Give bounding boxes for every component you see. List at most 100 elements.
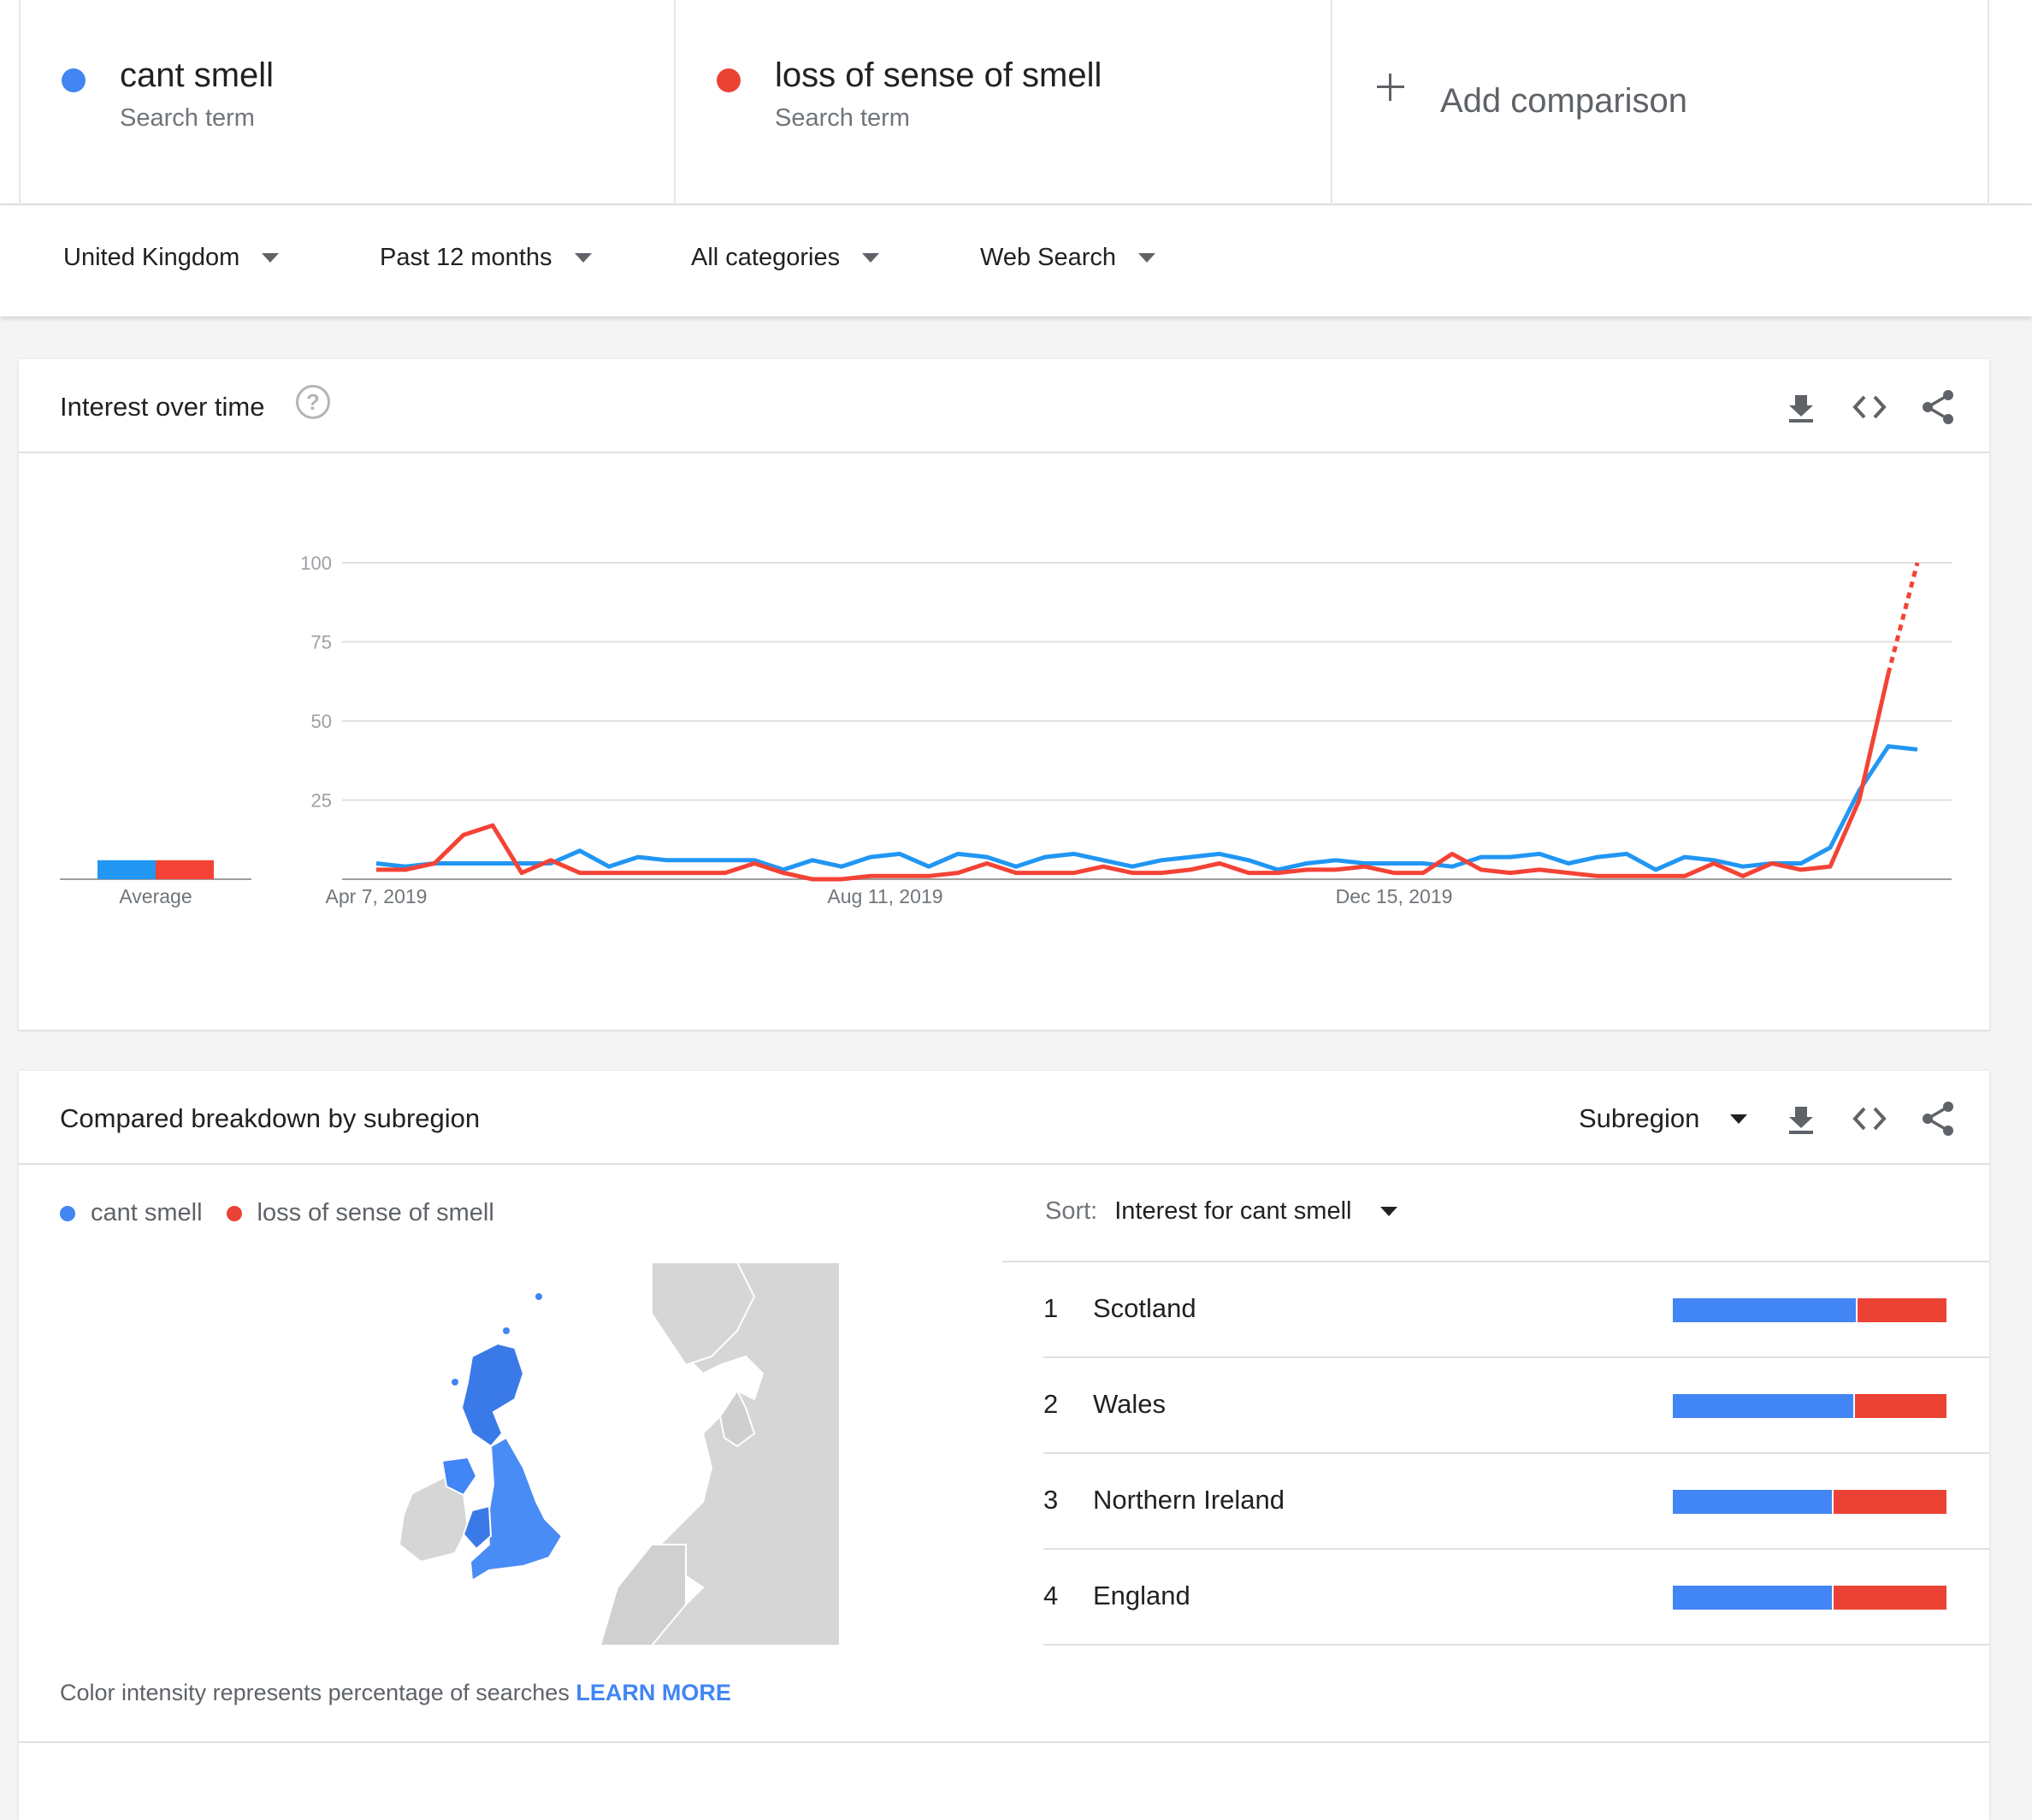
- card-header: Interest over time ?: [19, 359, 1989, 453]
- term-name[interactable]: loss of sense of smell: [775, 56, 1102, 94]
- term-name[interactable]: cant smell: [120, 56, 275, 94]
- term-subtitle: Search term: [775, 104, 910, 132]
- cant-smell-share-bar: [1673, 1490, 1832, 1514]
- series-line-loss-of-sense-of-smell: [376, 672, 1891, 882]
- loss-share-bar: [1832, 1490, 1946, 1514]
- loss-share-bar: [1856, 1298, 1946, 1322]
- sort-dropdown[interactable]: Sort: Interest for cant smell: [1045, 1197, 1398, 1226]
- add-comparison-button[interactable]: Add comparison: [1332, 0, 1989, 205]
- filter-bar: United Kingdom Past 12 months All catego…: [0, 205, 2032, 316]
- time-range-dropdown[interactable]: Past 12 months: [380, 244, 592, 272]
- share-icon[interactable]: [1919, 388, 1957, 426]
- interest-over-time-card: Interest over time ? 25 50 75 100 Average A…: [19, 359, 1989, 1030]
- chart-series: [375, 562, 1920, 882]
- dropdown-arrow-icon: [574, 253, 592, 263]
- region-share-bar: [1673, 1394, 1946, 1418]
- map-wales: [462, 1504, 493, 1551]
- map-scotland: [460, 1342, 525, 1448]
- region-list: 1 Scotland 2 Wales 3 Northern Ireland 4 …: [1002, 1261, 1989, 1646]
- dropdown-arrow-icon: [862, 253, 880, 263]
- region-row[interactable]: 4 England: [1043, 1550, 1989, 1646]
- subregion-breakdown-card: Compared breakdown by subregion Subregio…: [19, 1071, 1989, 1820]
- map-northern-ireland: [440, 1456, 478, 1497]
- subregion-dropdown[interactable]: Subregion: [1579, 1103, 1748, 1134]
- term-card-loss-of-sense-of-smell[interactable]: loss of sense of smell Search term: [676, 0, 1332, 205]
- uk-region-map[interactable]: [395, 1262, 841, 1646]
- plus-icon: [1377, 74, 1404, 101]
- region-share-bar: [1673, 1586, 1946, 1610]
- legend-dot-loss-of-sense-of-smell: [226, 1205, 242, 1221]
- map-norway: [651, 1262, 756, 1367]
- card-header: Compared breakdown by subregion Subregio…: [19, 1071, 1989, 1165]
- subregion-dropdown-label: Subregion: [1579, 1103, 1700, 1133]
- embed-code-icon[interactable]: [1851, 388, 1888, 426]
- average-bar-loss-of-sense-of-smell: [156, 860, 214, 879]
- cant-smell-share-bar: [1673, 1394, 1853, 1418]
- x-tick-label: Aug 11, 2019: [827, 885, 942, 907]
- loss-share-bar: [1832, 1586, 1946, 1610]
- interest-chart: 25 50 75 100 Average Apr 7, 2019 Aug 11, 201…: [60, 552, 1952, 907]
- x-tick-label: Apr 7, 2019: [326, 885, 428, 907]
- cant-smell-share-bar: [1673, 1586, 1832, 1610]
- legend-label-loss-of-sense-of-smell: loss of sense of smell: [257, 1199, 494, 1226]
- loss-share-bar: [1853, 1394, 1946, 1418]
- category-dropdown-label: All categories: [691, 244, 841, 271]
- region-row[interactable]: 2 Wales: [1043, 1358, 1989, 1454]
- dropdown-arrow-icon: [1138, 253, 1156, 263]
- region-rank: 3: [1043, 1485, 1059, 1515]
- search-type-dropdown[interactable]: Web Search: [980, 244, 1156, 272]
- region-dropdown-label: United Kingdom: [63, 244, 240, 271]
- region-name: Scotland: [1093, 1293, 1196, 1323]
- chart-gridlines: 25 50 75 100: [300, 552, 1952, 880]
- category-dropdown[interactable]: All categories: [691, 244, 880, 272]
- y-tick-label: 75: [311, 632, 332, 653]
- region-rank: 4: [1043, 1581, 1059, 1610]
- term-subtitle: Search term: [120, 104, 255, 132]
- dropdown-arrow-icon: [1380, 1207, 1398, 1216]
- series-line-partial: [1886, 562, 1920, 675]
- series-line-cant-smell: [375, 744, 1918, 872]
- term-color-dot: [717, 68, 741, 92]
- search-terms-bar: cant smell Search term loss of sense of …: [0, 0, 2032, 205]
- average-label: Average: [119, 885, 192, 907]
- map-denmark: [718, 1389, 756, 1448]
- time-range-dropdown-label: Past 12 months: [380, 244, 552, 271]
- map-footnote: Color intensity represents percentage of…: [60, 1680, 731, 1706]
- region-name: Wales: [1093, 1389, 1166, 1419]
- search-type-dropdown-label: Web Search: [980, 244, 1117, 271]
- y-tick-label: 50: [311, 711, 332, 732]
- x-tick-label: Dec 15, 2019: [1336, 885, 1453, 907]
- card-title: Compared breakdown by subregion: [60, 1103, 481, 1133]
- y-tick-label: 25: [311, 790, 332, 812]
- average-bars: Average: [60, 860, 251, 907]
- term-color-dot: [62, 68, 86, 92]
- region-dropdown[interactable]: United Kingdom: [63, 244, 280, 272]
- learn-more-link[interactable]: LEARN MORE: [576, 1680, 731, 1705]
- card-title: Interest over time: [60, 392, 265, 422]
- map-hebrides: [452, 1379, 458, 1386]
- term-card-cant-smell[interactable]: cant smell Search term: [19, 0, 676, 205]
- legend-dot-cant-smell: [60, 1205, 75, 1221]
- map-legend: cant smell loss of sense of smell: [60, 1199, 494, 1227]
- y-tick-label: 100: [300, 552, 332, 574]
- card-divider: [19, 1741, 1989, 1743]
- region-rank: 2: [1043, 1389, 1059, 1419]
- region-share-bar: [1673, 1490, 1946, 1514]
- download-icon[interactable]: [1782, 1100, 1820, 1138]
- region-row[interactable]: 1 Scotland: [1043, 1262, 1989, 1358]
- average-bar-cant-smell: [97, 860, 156, 879]
- region-row[interactable]: 3 Northern Ireland: [1043, 1454, 1989, 1550]
- region-name: Northern Ireland: [1093, 1485, 1285, 1515]
- add-comparison-label: Add comparison: [1440, 82, 1688, 120]
- embed-code-icon[interactable]: [1851, 1100, 1888, 1138]
- region-rank: 1: [1043, 1293, 1059, 1323]
- download-icon[interactable]: [1782, 388, 1820, 426]
- dropdown-arrow-icon: [262, 253, 280, 263]
- footnote-text: Color intensity represents percentage of…: [60, 1680, 570, 1705]
- legend-label-cant-smell: cant smell: [91, 1199, 203, 1226]
- dropdown-arrow-icon: [1730, 1114, 1748, 1124]
- share-icon[interactable]: [1919, 1100, 1957, 1138]
- help-icon[interactable]: ?: [296, 385, 330, 419]
- map-shetland: [535, 1293, 542, 1300]
- cant-smell-share-bar: [1673, 1298, 1856, 1322]
